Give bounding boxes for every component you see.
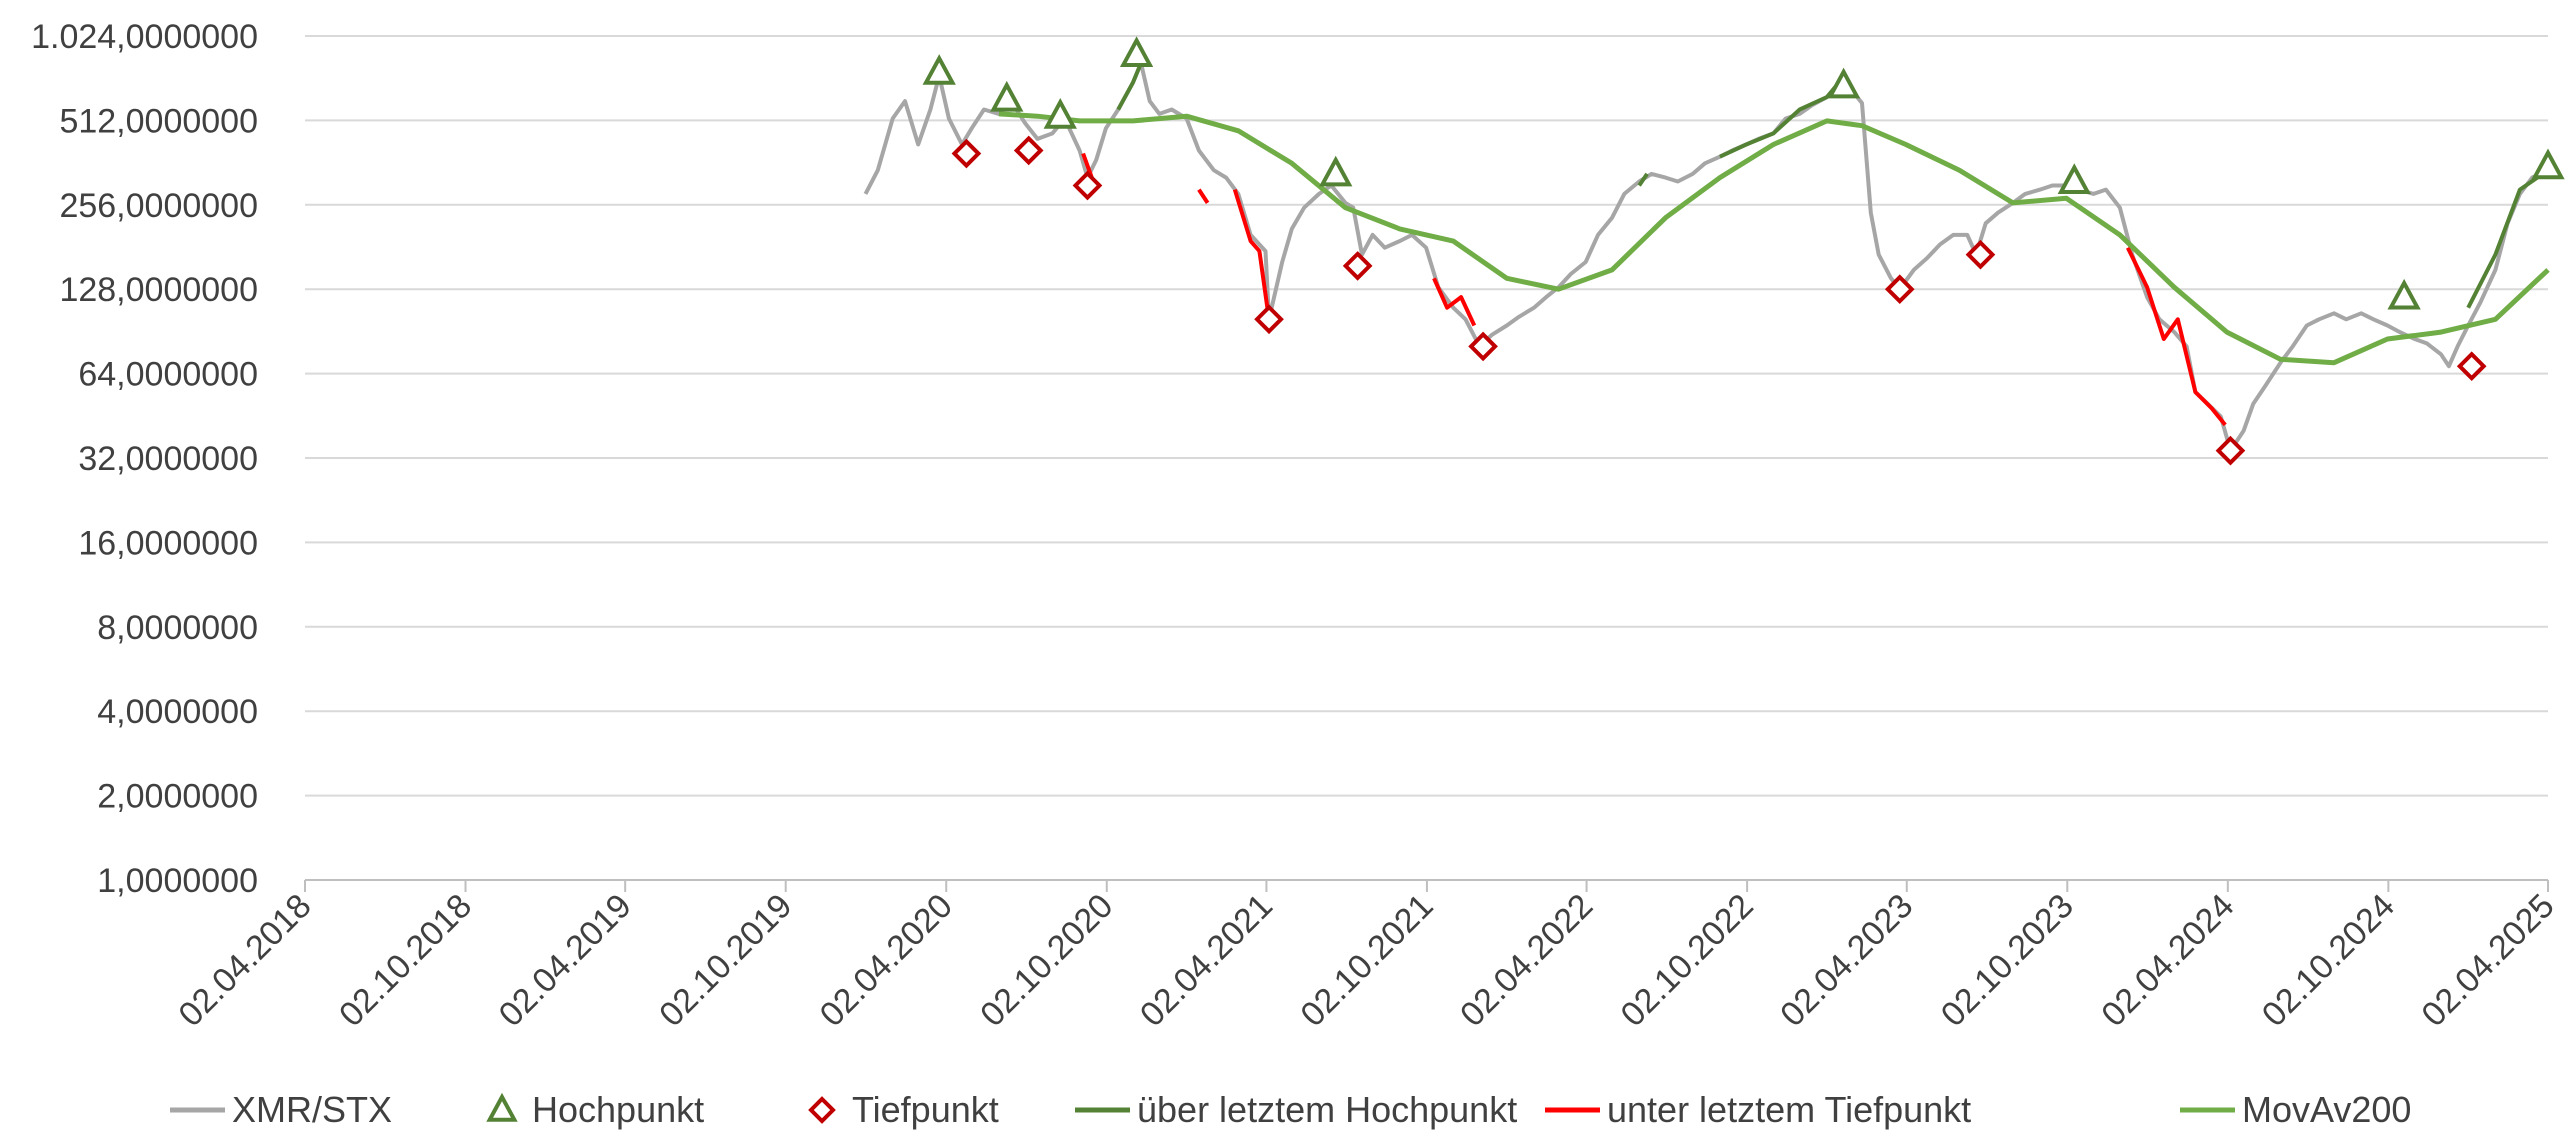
- tiefpunkt-marker: [1013, 135, 1044, 166]
- hochpunkt-marker: [2387, 278, 2421, 310]
- markers: [922, 36, 2565, 466]
- legend-label: Hochpunkt: [532, 1089, 704, 1130]
- y-tick-label: 2,0000000: [97, 778, 258, 816]
- x-tick-label: 02.10.2019: [652, 887, 799, 1034]
- y-tick-label: 512,0000000: [59, 102, 258, 140]
- legend-item: XMR/STX: [170, 1089, 392, 1130]
- x-tick-label: 02.10.2018: [332, 887, 479, 1034]
- y-tick-label: 64,0000000: [78, 356, 258, 394]
- hochpunkt-marker: [1319, 155, 1353, 187]
- y-tick-label: 1,0000000: [97, 862, 258, 900]
- hochpunkt-marker: [2057, 163, 2091, 194]
- gridlines: [305, 35, 2548, 797]
- x-tick-label: 02.04.2025: [2414, 887, 2561, 1034]
- hochpunkt-marker: [2531, 148, 2565, 180]
- legend-swatch-diamond: [808, 1096, 836, 1124]
- tiefpunkt-marker: [2215, 435, 2246, 466]
- y-tick-label: 256,0000000: [59, 187, 258, 225]
- y-axis-tick-labels: 1.024,0000000 512,0000000 256,0000000 128,0…: [31, 18, 258, 900]
- hochpunkt-marker: [922, 54, 956, 85]
- x-tick-label: 02.10.2024: [2255, 887, 2402, 1034]
- legend-label: MovAv200: [2242, 1089, 2411, 1130]
- series-line-ueber-letztem-hochpunkt: [2466, 168, 2550, 309]
- x-tick-label: 02.10.2021: [1293, 887, 1440, 1034]
- tiefpunkt-marker: [1965, 239, 1996, 270]
- x-tick-label: 02.04.2018: [171, 887, 318, 1034]
- x-tick-label: 02.10.2022: [1614, 887, 1761, 1034]
- axes: [304, 879, 2549, 892]
- y-tick-label: 1.024,0000000: [31, 18, 258, 56]
- legend-item: unter letztem Tiefpunkt: [1545, 1089, 1971, 1130]
- legend-label: XMR/STX: [232, 1089, 392, 1130]
- hochpunkt-marker: [1119, 36, 1154, 67]
- tiefpunkt-marker: [1468, 331, 1498, 362]
- y-tick-label: 4,0000000: [97, 693, 258, 731]
- tiefpunkt-marker: [1884, 274, 1915, 305]
- tiefpunkt-marker: [1072, 170, 1103, 201]
- legend-label: unter letztem Tiefpunkt: [1607, 1089, 1971, 1130]
- series-line-ueber-letztem-hochpunkt: [1719, 81, 1841, 159]
- x-tick-label: 02.04.2020: [813, 887, 960, 1034]
- tiefpunkt-marker: [951, 138, 982, 169]
- series-line-ueber-letztem-hochpunkt: [1116, 62, 1143, 111]
- tiefpunkt-marker: [1254, 304, 1284, 335]
- y-tick-label: 8,0000000: [97, 609, 258, 647]
- tiefpunkt-marker: [1342, 251, 1373, 281]
- x-tick-label: 02.04.2022: [1453, 887, 1600, 1034]
- legend-label: Tiefpunkt: [852, 1089, 999, 1130]
- y-tick-label: 32,0000000: [78, 440, 258, 478]
- series-line-ueber-letztem-hochpunkt: [1637, 172, 1649, 187]
- hochpunkt-marker: [1043, 98, 1077, 129]
- legend-item: über letztem Hochpunkt: [1075, 1089, 1517, 1130]
- y-tick-label: 128,0000000: [59, 271, 258, 309]
- tiefpunkt-marker: [2456, 351, 2487, 382]
- series-lines: [863, 61, 2550, 453]
- series-line-unter-letztem-tiefpunkt: [1197, 188, 1210, 204]
- series-line-unter-letztem-tiefpunkt: [1432, 277, 1477, 327]
- legend-label: über letztem Hochpunkt: [1137, 1089, 1517, 1130]
- hochpunkt-marker: [1826, 67, 1861, 99]
- hochpunkt-marker: [990, 80, 1024, 112]
- x-tick-label: 02.10.2023: [1934, 887, 2081, 1034]
- x-tick-label: 02.04.2021: [1133, 887, 1280, 1034]
- legend-swatch-triangle: [486, 1092, 518, 1122]
- series-line-unter-letztem-tiefpunkt: [2126, 246, 2227, 427]
- x-tick-label: 02.04.2023: [1773, 887, 1920, 1034]
- x-tick-label: 02.04.2024: [2094, 887, 2241, 1034]
- legend-item: Tiefpunkt: [808, 1089, 999, 1130]
- x-tick-label: 02.04.2019: [492, 887, 639, 1034]
- legend-item: Hochpunkt: [486, 1089, 704, 1130]
- series-line-unter-letztem-tiefpunkt: [1232, 189, 1271, 320]
- x-tick-label: 02.10.2020: [973, 887, 1120, 1034]
- x-axis-tick-labels: 02.04.2018 02.10.2018 02.04.2019 02.10.2019…: [171, 887, 2561, 1034]
- series-line-movav200: [998, 111, 2550, 366]
- legend-item: MovAv200: [2180, 1089, 2411, 1130]
- legend: XMR/STX Hochpunkt Tiefpunkt über letztem Ho…: [170, 1089, 2411, 1130]
- y-tick-label: 16,0000000: [78, 524, 258, 562]
